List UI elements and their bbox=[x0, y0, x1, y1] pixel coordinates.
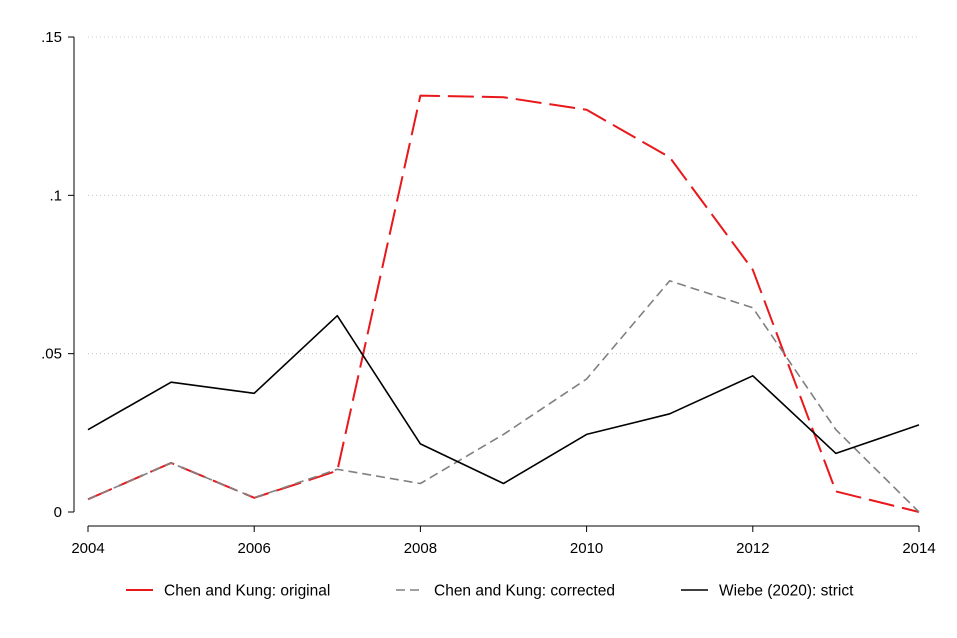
x-tick-label: 2014 bbox=[902, 540, 935, 557]
y-tick-label: 0 bbox=[54, 504, 62, 521]
x-tick-label: 2004 bbox=[71, 540, 104, 557]
x-tick-label: 2010 bbox=[570, 540, 603, 557]
x-tick-label: 2006 bbox=[238, 540, 271, 557]
legend-label-1: Chen and Kung: original bbox=[164, 583, 330, 600]
series-line-2 bbox=[87, 279, 920, 513]
y-tick-label: .1 bbox=[49, 187, 62, 204]
series-line-1 bbox=[87, 94, 920, 513]
legend: Chen and Kung: original Chen and Kung: co… bbox=[126, 583, 854, 600]
legend-label-2: Chen and Kung: corrected bbox=[434, 583, 615, 600]
x-tick-label: 2008 bbox=[404, 540, 437, 557]
gridlines bbox=[88, 36, 919, 355]
axes: 0 .05 .1 .15 2004 2006 2008 2010 2012 2014 bbox=[41, 29, 936, 557]
series-lines bbox=[87, 94, 920, 513]
x-tick-label: 2012 bbox=[736, 540, 769, 557]
legend-label-3: Wiebe (2020): strict bbox=[719, 583, 854, 600]
y-tick-label: .15 bbox=[41, 29, 62, 46]
y-tick-label: .05 bbox=[41, 346, 62, 363]
series-line-3 bbox=[87, 314, 920, 485]
